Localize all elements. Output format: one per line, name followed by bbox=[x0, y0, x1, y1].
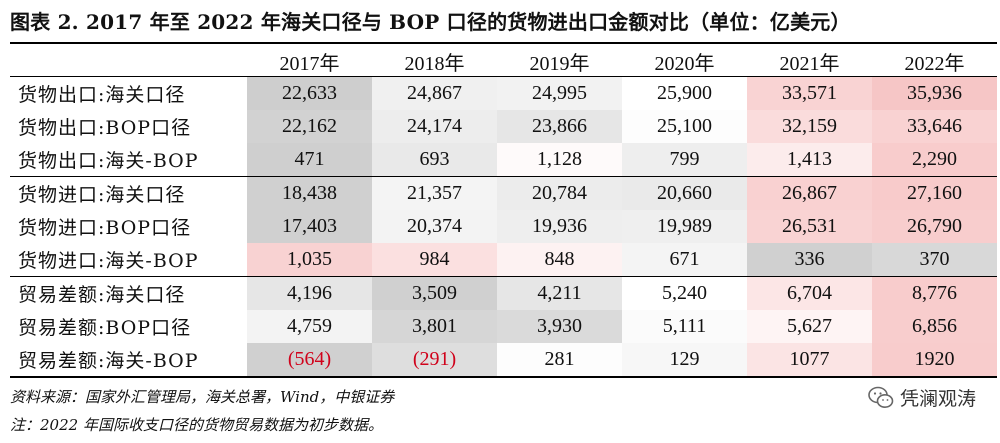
watermark: 凭澜观涛 bbox=[868, 384, 976, 411]
table-cell: 3,509 bbox=[372, 276, 497, 310]
table-cell: 35,936 bbox=[872, 76, 997, 110]
table-cell: 22,162 bbox=[247, 110, 372, 143]
table-cell: 6,704 bbox=[747, 276, 872, 310]
table-cell: 984 bbox=[372, 243, 497, 277]
table-cell: 3,930 bbox=[497, 310, 622, 343]
column-header: 2020年 bbox=[622, 46, 747, 77]
table-cell: 8,776 bbox=[872, 276, 997, 310]
table-cell: 24,174 bbox=[372, 110, 497, 143]
row-label: 货物出口:海关口径 bbox=[18, 84, 186, 106]
column-header: 2022年 bbox=[872, 46, 997, 77]
table-cell: 17,403 bbox=[247, 210, 372, 243]
row-label: 货物进口:海关-BOP bbox=[10, 243, 247, 277]
table-cell: 33,571 bbox=[747, 76, 872, 110]
row-label: 货物出口:海关-BOP bbox=[10, 143, 247, 177]
table-cell: (291) bbox=[372, 343, 497, 378]
table-cell: 2,290 bbox=[872, 143, 997, 177]
table-cell: 21,357 bbox=[372, 176, 497, 210]
table-cell: 799 bbox=[622, 143, 747, 177]
table-cell: 4,211 bbox=[497, 276, 622, 310]
table-row: 货物进口:BOP口径 17,403 20,374 19,936 19,989 26,531… bbox=[10, 210, 997, 243]
column-header: 2019年 bbox=[497, 46, 622, 77]
column-header bbox=[10, 46, 247, 77]
table-cell: 26,531 bbox=[747, 210, 872, 243]
table-cell: 24,867 bbox=[372, 76, 497, 110]
table-cell: 1,128 bbox=[497, 143, 622, 177]
table-cell: 26,867 bbox=[747, 176, 872, 210]
table-cell: 5,240 bbox=[622, 276, 747, 310]
table-cell: 3,801 bbox=[372, 310, 497, 343]
data-note: 注：2022 年国际收支口径的货物贸易数据为初步数据。 bbox=[10, 416, 383, 434]
row-label: 贸易差额:BOP口径 bbox=[18, 317, 192, 339]
row-label: 货物进口:海关口径 bbox=[18, 184, 186, 206]
watermark-text: 凭澜观涛 bbox=[899, 388, 976, 410]
column-header: 2021年 bbox=[747, 46, 872, 77]
top-rule bbox=[10, 42, 997, 44]
table-row: 贸易差额:BOP口径 4,759 3,801 3,930 5,111 5,627 6,856 bbox=[10, 310, 997, 343]
table-cell: 23,866 bbox=[497, 110, 622, 143]
table-cell: 336 bbox=[747, 243, 872, 277]
table-cell: 20,784 bbox=[497, 176, 622, 210]
table-cell: 25,100 bbox=[622, 110, 747, 143]
wechat-icon bbox=[868, 386, 894, 408]
table-cell: 25,900 bbox=[622, 76, 747, 110]
table-cell: 1,035 bbox=[247, 243, 372, 277]
table-row: 货物出口:BOP口径 22,162 24,174 23,866 25,100 32,159… bbox=[10, 110, 997, 143]
row-label: 贸易差额:海关口径 bbox=[18, 284, 186, 306]
table-cell: 4,196 bbox=[247, 276, 372, 310]
table-cell: 693 bbox=[372, 143, 497, 177]
table-header-row: 2017年 2018年 2019年 2020年 2021年 2022年 bbox=[10, 46, 997, 77]
table-cell: 5,627 bbox=[747, 310, 872, 343]
table-cell: 27,160 bbox=[872, 176, 997, 210]
table-row: 货物出口:海关-BOP 471 693 1,128 799 1,413 2,290 bbox=[10, 143, 997, 177]
table-row: 货物出口:海关口径 22,633 24,867 24,995 25,900 33,571 3… bbox=[10, 76, 997, 110]
table-cell: 24,995 bbox=[497, 76, 622, 110]
table-cell: 281 bbox=[497, 343, 622, 378]
table-cell: 26,790 bbox=[872, 210, 997, 243]
table-cell: 1077 bbox=[747, 343, 872, 378]
table-cell: 20,374 bbox=[372, 210, 497, 243]
source-note: 资料来源：国家外汇管理局，海关总署，Wind，中银证券 bbox=[10, 388, 395, 406]
table-row: 货物进口:海关口径 18,438 21,357 20,784 20,660 26,867 2… bbox=[10, 176, 997, 210]
table-cell: 19,989 bbox=[622, 210, 747, 243]
table-cell: 370 bbox=[872, 243, 997, 277]
table-row: 贸易差额:海关-BOP (564) (291) 281 129 1077 1920 bbox=[10, 343, 997, 378]
table-cell: 129 bbox=[622, 343, 747, 378]
column-header: 2018年 bbox=[372, 46, 497, 77]
table-row: 贸易差额:海关口径 4,196 3,509 4,211 5,240 6,704 8,776 bbox=[10, 276, 997, 310]
table-cell: 20,660 bbox=[622, 176, 747, 210]
table-cell: 471 bbox=[247, 143, 372, 177]
comparison-table: 2017年 2018年 2019年 2020年 2021年 2022年 货物出口… bbox=[10, 46, 997, 378]
table-cell: 4,759 bbox=[247, 310, 372, 343]
table-cell: 33,646 bbox=[872, 110, 997, 143]
table-cell: 32,159 bbox=[747, 110, 872, 143]
table-cell: 6,856 bbox=[872, 310, 997, 343]
table-cell: 18,438 bbox=[247, 176, 372, 210]
table-cell: 22,633 bbox=[247, 76, 372, 110]
row-label: 货物进口:BOP口径 bbox=[18, 217, 192, 239]
table-cell: 5,111 bbox=[622, 310, 747, 343]
table-cell: 848 bbox=[497, 243, 622, 277]
table-cell: 19,936 bbox=[497, 210, 622, 243]
column-header: 2017年 bbox=[247, 46, 372, 77]
row-label: 贸易差额:海关-BOP bbox=[10, 343, 247, 378]
row-label: 货物出口:BOP口径 bbox=[18, 117, 192, 139]
table-cell: 671 bbox=[622, 243, 747, 277]
table-row: 货物进口:海关-BOP 1,035 984 848 671 336 370 bbox=[10, 243, 997, 277]
table-cell: 1920 bbox=[872, 343, 997, 378]
chart-title: 图表 2. 2017 年至 2022 年海关口径与 BOP 口径的货物进出口金额… bbox=[10, 10, 851, 34]
table-cell: (564) bbox=[247, 343, 372, 378]
table-cell: 1,413 bbox=[747, 143, 872, 177]
